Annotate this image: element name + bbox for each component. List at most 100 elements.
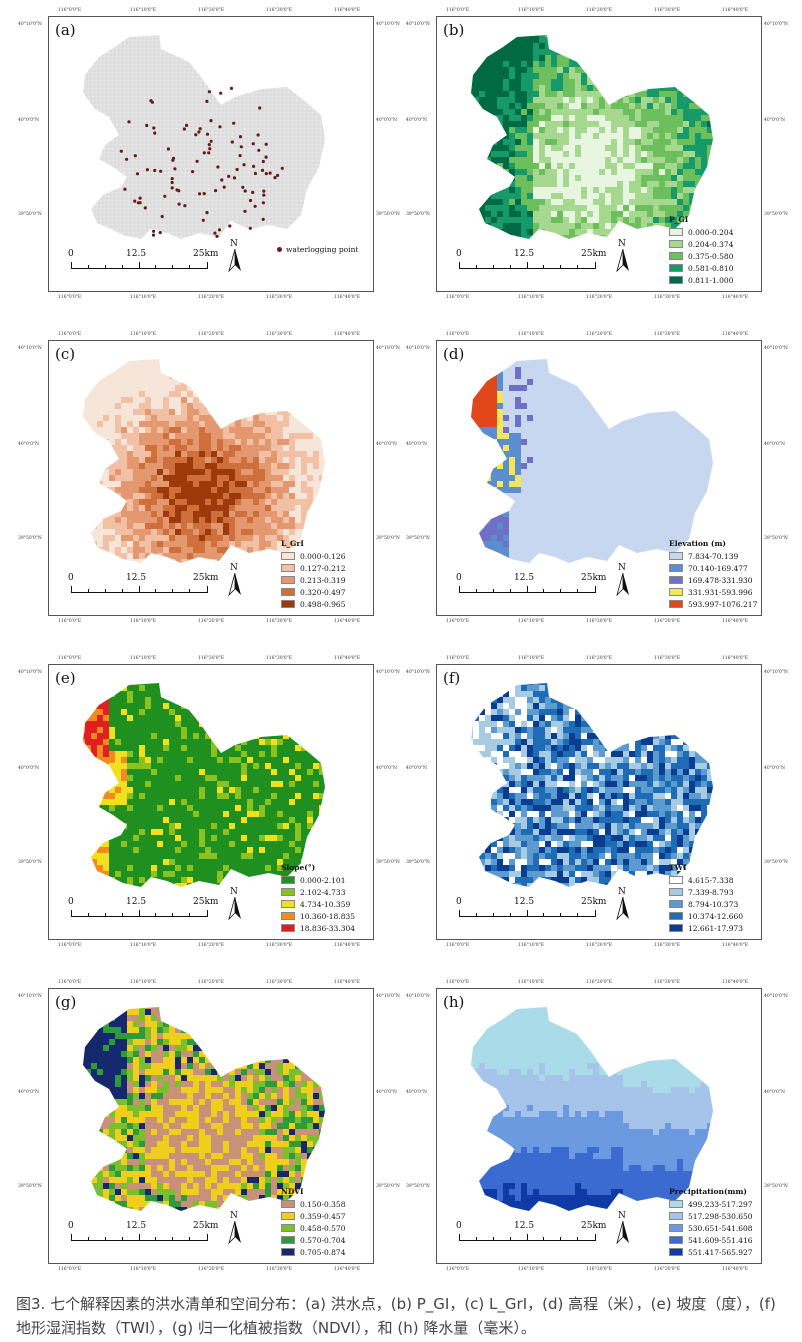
panel-label: (c) (55, 345, 76, 363)
scale-label: 0 (456, 1221, 462, 1231)
legend-swatch (281, 1236, 295, 1244)
waterlogging-point (202, 151, 206, 155)
legend-entry: 4.615-7.338 (669, 874, 743, 886)
waterlogging-point (151, 233, 156, 237)
longitude-label: 116°10'0"E (130, 1267, 157, 1272)
legend-label: 0.000-0.126 (300, 551, 346, 561)
longitude-label: 116°20'0"E (198, 332, 225, 337)
longitude-label: 116°0'0"E (58, 295, 82, 300)
legend-entry: 0.150-0.358 (281, 1198, 345, 1210)
latitude-label: 40°10'0"N (764, 22, 788, 27)
legend-entry: 0.320-0.497 (281, 586, 345, 598)
longitude-label: 116°10'0"E (518, 656, 545, 661)
map-raster (471, 1007, 713, 1211)
legend-label: 0.705-0.874 (300, 1247, 346, 1257)
latitude-label: 39°50'0"N (18, 1184, 42, 1189)
legend-swatch (669, 576, 683, 584)
legend-entry: 0.213-0.319 (281, 574, 345, 586)
legend-label: 4.734-10.359 (300, 899, 351, 909)
legend-swatch (281, 912, 295, 920)
map-panel: (h) 0 12.5 25km N Precipitation(mm) 499.233-51… (406, 980, 788, 1272)
latitude-label: 39°50'0"N (376, 536, 400, 541)
legend-swatch (669, 240, 683, 248)
longitude-label: 116°40'0"E (722, 1267, 749, 1272)
longitude-label: 116°10'0"E (130, 8, 157, 13)
legend-entry: 517.298-530.650 (669, 1210, 753, 1222)
longitude-label: 116°20'0"E (586, 295, 613, 300)
scale-label: 25km (581, 249, 607, 259)
latitude-label: 40°10'0"N (18, 346, 42, 351)
legend-title: P_GI (669, 215, 689, 224)
north-arrow-icon: N (615, 563, 631, 597)
latitude-label: 39°50'0"N (376, 860, 400, 865)
latitude-label: 40°0'0"N (376, 442, 397, 447)
legend-swatch (669, 876, 683, 884)
longitude-label: 116°40'0"E (334, 332, 361, 337)
legend-swatch (281, 1212, 295, 1220)
legend-entry: 70.140-169.477 (669, 562, 757, 574)
latitude-label: 40°0'0"N (764, 1090, 785, 1095)
waterlogging-point (208, 147, 212, 151)
scale-bar: 0 12.5 25km (68, 897, 241, 919)
legend-entry: 10.360-18.835 (281, 910, 355, 922)
legend-label: 0.000-0.204 (688, 227, 734, 237)
scale-label: 25km (581, 573, 607, 583)
latitude-label: 40°10'0"N (406, 670, 430, 675)
latitude-label: 40°10'0"N (18, 22, 42, 27)
legend-label: 7.339-8.793 (688, 887, 734, 897)
latitude-label: 40°0'0"N (764, 442, 785, 447)
legend-entry: 541.609-551.416 (669, 1234, 753, 1246)
longitude-label: 116°40'0"E (722, 980, 749, 985)
map-frame: (f) 0 12.5 25km N TWI 4.615-7.338 7.339-8.793 8.… (436, 664, 762, 940)
north-arrow-icon: N (615, 239, 631, 273)
latitude-label: 40°0'0"N (376, 766, 397, 771)
waterlogging-point (143, 206, 147, 210)
waterlogging-point (248, 226, 252, 230)
map-legend: Precipitation(mm) 499.233-517.297 517.298-… (669, 1187, 753, 1258)
legend-swatch (669, 600, 683, 608)
map-panel: (e) 0 12.5 25km N Slope(°) 0.000-2.101 2.102-4.… (18, 656, 400, 948)
latitude-label: 40°0'0"N (764, 118, 785, 123)
legend-swatch (281, 1224, 295, 1232)
legend-label: 0.204-0.374 (688, 239, 734, 249)
waterlogging-point (198, 127, 202, 131)
waterlogging-point (232, 176, 237, 180)
latitude-label: 40°0'0"N (406, 1090, 427, 1095)
legend-label: 541.609-551.416 (688, 1235, 753, 1245)
legend-label: 517.298-530.650 (688, 1211, 753, 1221)
map-raster (471, 35, 713, 239)
longitude-label: 116°30'0"E (654, 295, 681, 300)
map-panel: (b) 0 12.5 25km N P_GI 0.000-0.204 0.204-0.374 0… (406, 8, 788, 300)
waterlogging-point (252, 164, 256, 168)
waterlogging-point (205, 99, 209, 103)
scale-label: 12.5 (126, 573, 147, 583)
latitude-label: 40°10'0"N (406, 994, 430, 999)
latitude-label: 40°0'0"N (376, 1090, 397, 1095)
latitude-label: 39°50'0"N (18, 212, 42, 217)
waterlogging-point (171, 156, 176, 160)
waterlogging-point (194, 133, 198, 137)
legend-entry: 0.375-0.580 (669, 250, 733, 262)
longitude-label: 116°10'0"E (518, 980, 545, 985)
waterlogging-point (207, 151, 211, 155)
longitude-label: 116°20'0"E (198, 980, 225, 985)
waterlogging-point (207, 90, 211, 94)
legend-swatch (669, 1236, 683, 1244)
waterlogging-point (220, 178, 224, 182)
waterlogging-point (215, 234, 219, 238)
legend-title: Precipitation(mm) (669, 1187, 747, 1196)
waterlogging-point (170, 180, 174, 185)
longitude-label: 116°30'0"E (654, 619, 681, 624)
waterlogging-point (235, 167, 239, 172)
map-legend: Slope(°) 0.000-2.101 2.102-4.733 4.734-10.3… (281, 863, 355, 934)
latitude-label: 40°0'0"N (406, 118, 427, 123)
longitude-label: 116°0'0"E (58, 980, 82, 985)
longitude-label: 116°20'0"E (198, 656, 225, 661)
legend-swatch (669, 1248, 683, 1256)
longitude-label: 116°30'0"E (266, 1267, 293, 1272)
longitude-label: 116°0'0"E (446, 8, 470, 13)
latitude-label: 39°50'0"N (18, 860, 42, 865)
waterlogging-point (257, 148, 261, 152)
map-raster (471, 359, 713, 563)
legend-entry: 0.000-2.101 (281, 874, 355, 886)
